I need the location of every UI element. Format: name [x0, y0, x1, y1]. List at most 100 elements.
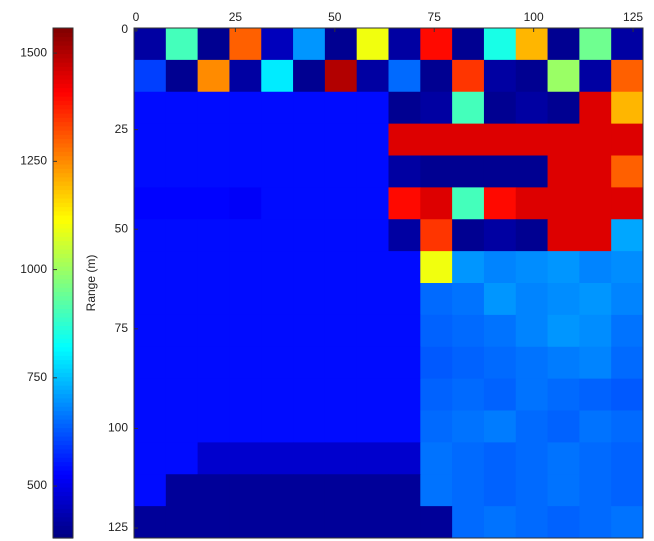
colorbar-strip [53, 508, 73, 513]
heatmap-cell [389, 251, 421, 283]
heatmap-cell [611, 379, 643, 411]
heatmap-cell [579, 156, 611, 188]
heatmap-cell [261, 251, 293, 283]
heatmap-cell [134, 474, 166, 506]
colorbar-strip [53, 436, 73, 441]
colorbar-strip [53, 360, 73, 365]
colorbar-strip [53, 304, 73, 309]
heatmap-cell [357, 474, 389, 506]
heatmap-cell [325, 187, 357, 219]
colorbar-strip [53, 491, 73, 496]
y-tick-label: 75 [115, 321, 129, 335]
colorbar-strip [53, 347, 73, 352]
heatmap-cell [134, 347, 166, 379]
heatmap-cell [293, 379, 325, 411]
heatmap-cell [198, 92, 230, 124]
heatmap-cell [420, 124, 452, 156]
colorbar-strip [53, 58, 73, 63]
colorbar-strip [53, 147, 73, 152]
colorbar-strip [53, 236, 73, 241]
heatmap-cell [420, 315, 452, 347]
heatmap-cell [516, 60, 548, 92]
heatmap-cell [198, 124, 230, 156]
heatmap-cell [261, 219, 293, 251]
heatmap-cell [484, 92, 516, 124]
colorbar-strip [53, 343, 73, 348]
heatmap-cell [579, 315, 611, 347]
colorbar-strip [53, 151, 73, 156]
heatmap-cell [357, 411, 389, 443]
colorbar-strip [53, 296, 73, 301]
colorbar-strip [53, 139, 73, 144]
heatmap-cell [166, 347, 198, 379]
colorbar-strip [53, 105, 73, 110]
colorbar-strip [53, 224, 73, 229]
colorbar-strip [53, 275, 73, 280]
colorbar-strip [53, 372, 73, 377]
heatmap-cell [579, 92, 611, 124]
heatmap-cell [516, 124, 548, 156]
heatmap-cell [229, 442, 261, 474]
colorbar-strip [53, 466, 73, 471]
heatmap-cell [229, 347, 261, 379]
colorbar-strip [53, 457, 73, 462]
colorbar-strip [53, 309, 73, 314]
heatmap-cell [198, 187, 230, 219]
heatmap-cell [357, 379, 389, 411]
heatmap-cell [389, 28, 421, 60]
x-tick-label: 0 [133, 10, 140, 24]
y-tick-label: 100 [108, 421, 128, 435]
colorbar-strip [53, 517, 73, 522]
heatmap-cell [198, 474, 230, 506]
colorbar-strip [53, 96, 73, 101]
colorbar-strip [53, 37, 73, 42]
heatmap-cell [579, 283, 611, 315]
heatmap-cell [198, 219, 230, 251]
colorbar-tick-label: 1250 [20, 154, 47, 168]
heatmap-cell [293, 283, 325, 315]
colorbar-strip [53, 66, 73, 71]
heatmap-cell [293, 506, 325, 538]
heatmap-cell [516, 442, 548, 474]
colorbar-strip [53, 368, 73, 373]
heatmap-cell [261, 506, 293, 538]
heatmap-cell [229, 315, 261, 347]
heatmap-cell [293, 442, 325, 474]
colorbar-strip [53, 258, 73, 263]
heatmap-cell [134, 379, 166, 411]
heatmap-cell [484, 28, 516, 60]
colorbar-strip [53, 83, 73, 88]
heatmap-cell [134, 60, 166, 92]
colorbar-strip [53, 270, 73, 275]
colorbar-strip [53, 79, 73, 84]
heatmap-cell [611, 347, 643, 379]
colorbar-label: Range (m) [84, 255, 98, 312]
heatmap-cell [611, 506, 643, 538]
colorbar-strip [53, 423, 73, 428]
chart: Range (m) 025507510012502550751001255007… [0, 0, 654, 541]
colorbar-strip [53, 406, 73, 411]
heatmap-cell [420, 28, 452, 60]
colorbar-strip [53, 164, 73, 169]
heatmap-cell [452, 156, 484, 188]
colorbar-strip [53, 215, 73, 220]
heatmap-cell [516, 315, 548, 347]
heatmap-cell [420, 219, 452, 251]
heatmap-cell [579, 219, 611, 251]
heatmap-cell [166, 156, 198, 188]
heatmap-cell [389, 347, 421, 379]
colorbar-strip [53, 253, 73, 258]
heatmap-cell [261, 187, 293, 219]
colorbar-strip [53, 364, 73, 369]
heatmap-cell [484, 411, 516, 443]
heatmap-cell [198, 156, 230, 188]
heatmap-cell [166, 283, 198, 315]
heatmap-cell [548, 442, 580, 474]
heatmap-cell [325, 219, 357, 251]
heatmap-cell [420, 92, 452, 124]
heatmap-cell [516, 347, 548, 379]
heatmap-cell [229, 28, 261, 60]
heatmap-cell [357, 283, 389, 315]
colorbar-strip [53, 474, 73, 479]
colorbar-strip [53, 202, 73, 207]
